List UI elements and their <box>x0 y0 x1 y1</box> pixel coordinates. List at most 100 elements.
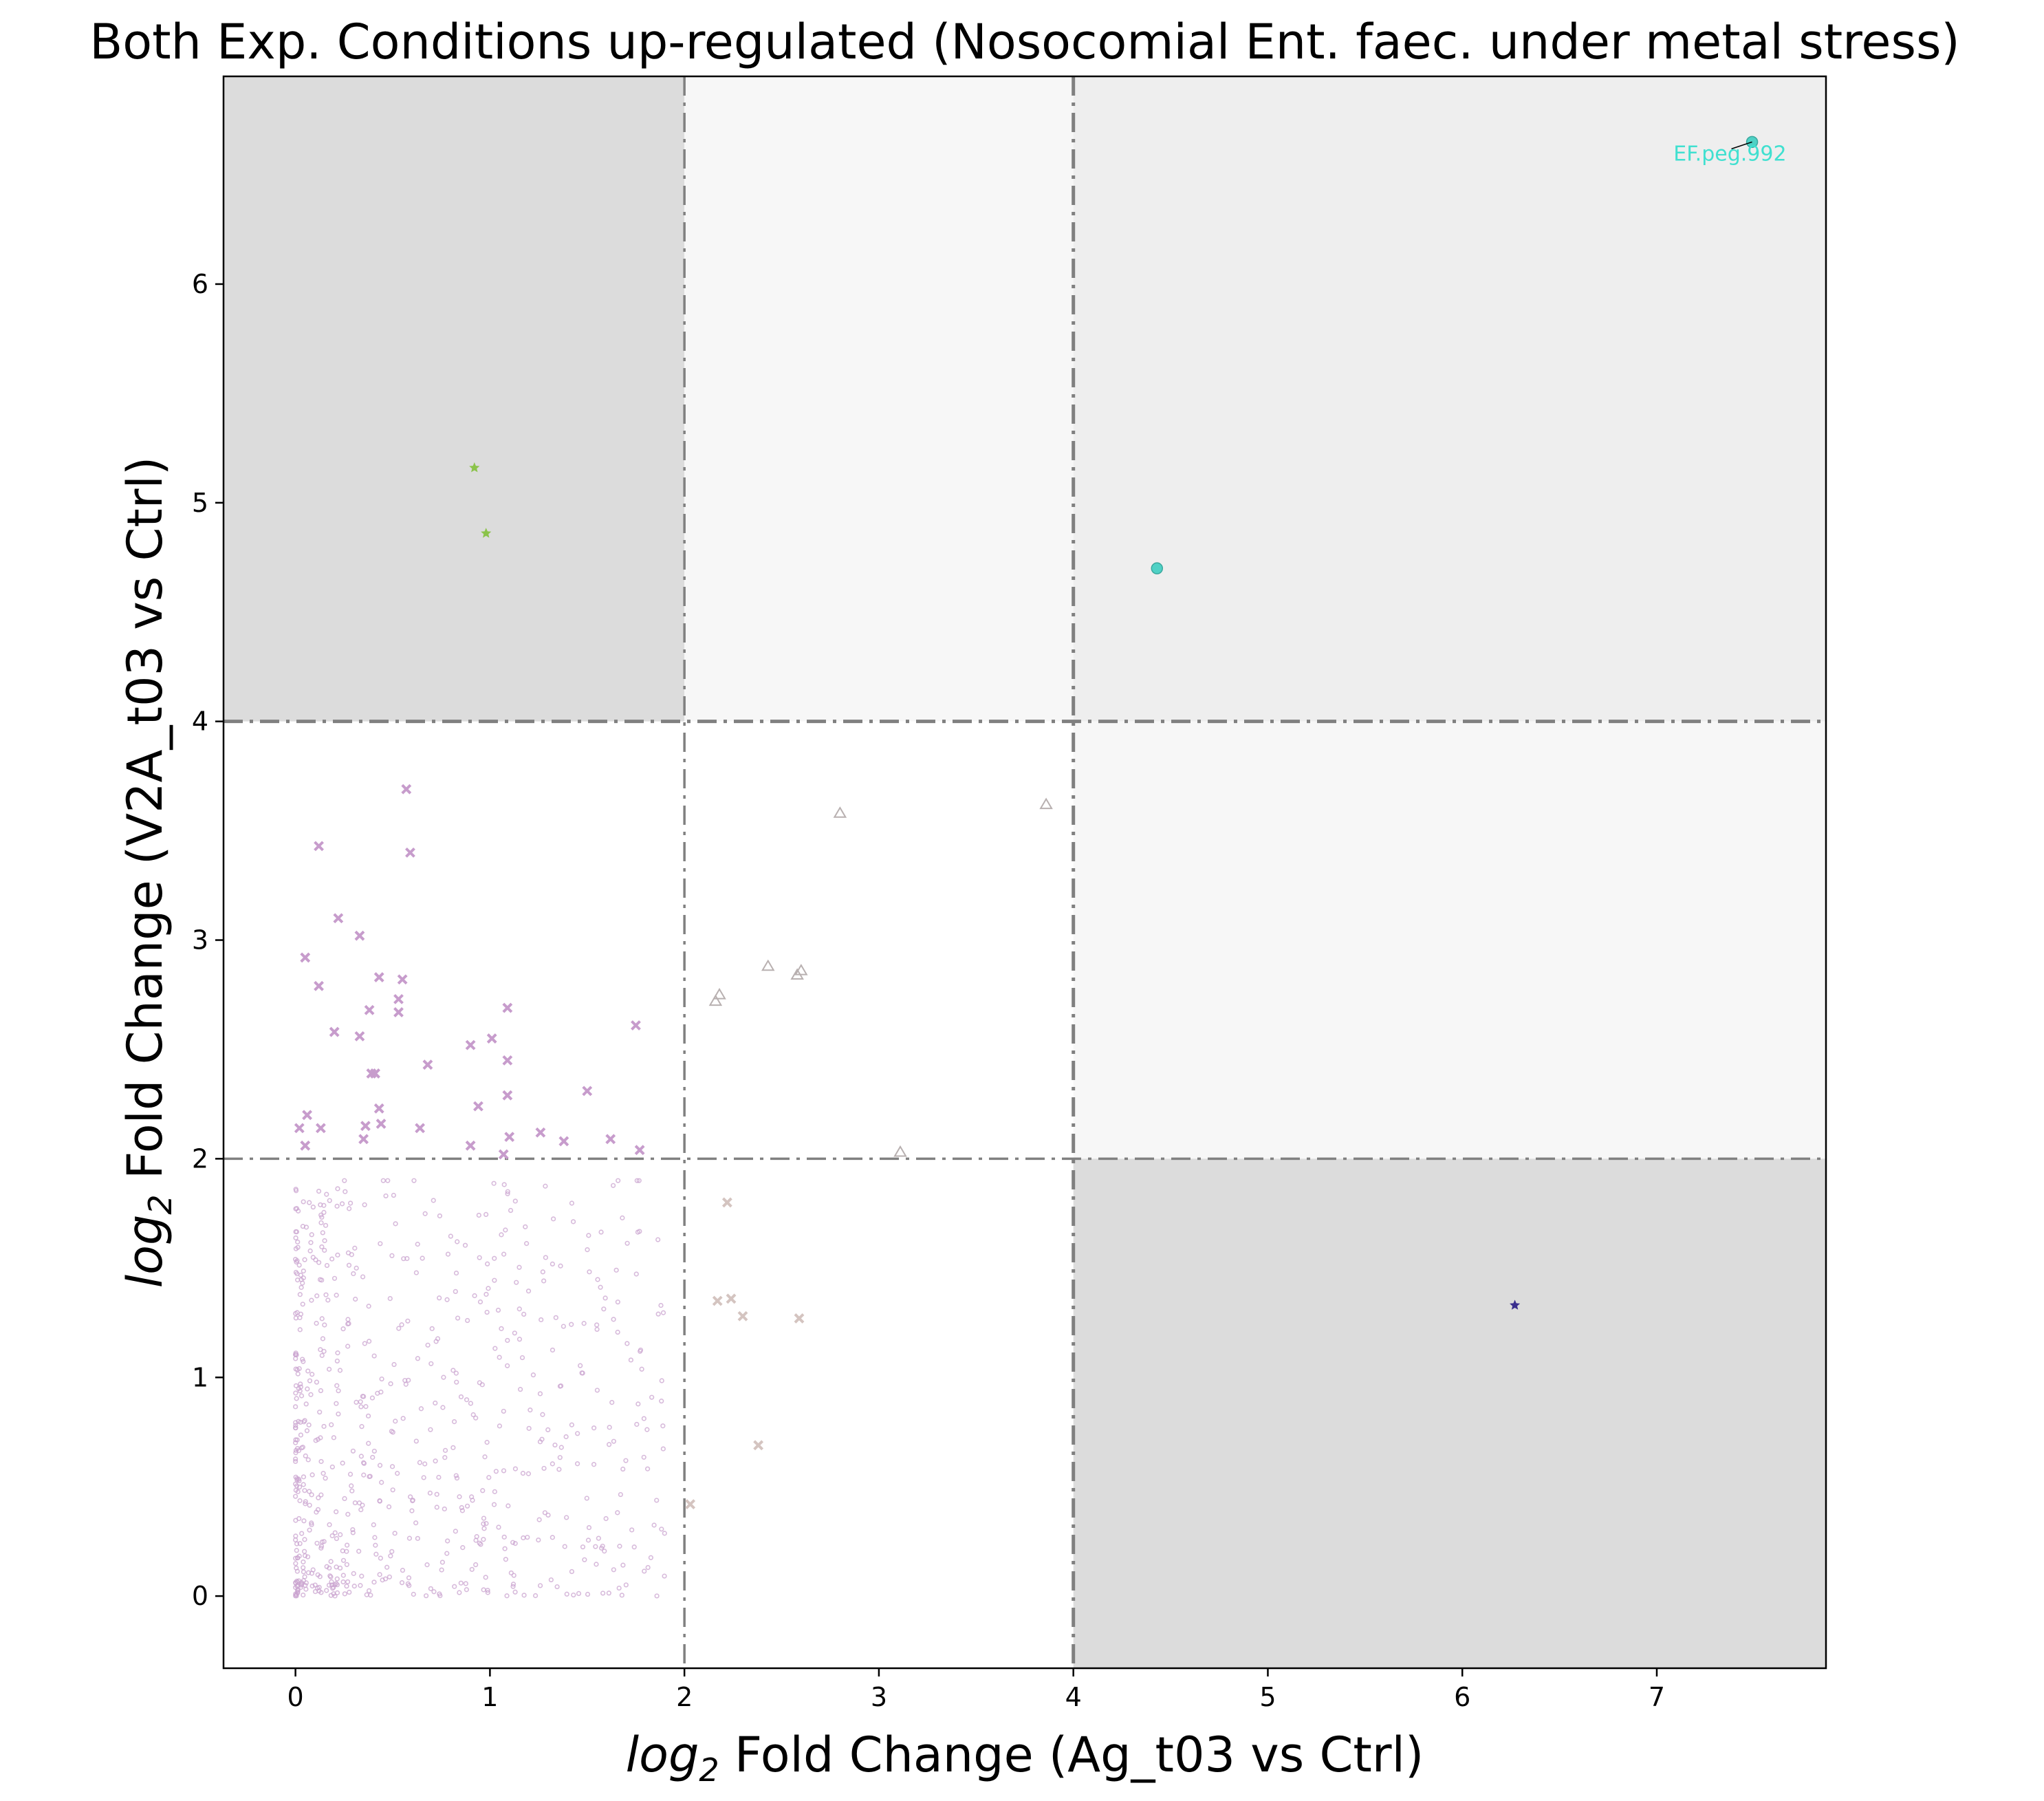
point-s0-0 <box>401 784 412 795</box>
cloud-point <box>335 1252 340 1258</box>
cloud-point <box>342 1178 347 1183</box>
point-s5-0 <box>1510 1299 1521 1310</box>
cloud-point <box>505 1503 511 1509</box>
cloud-point <box>297 1541 303 1546</box>
cloud-point <box>298 1432 303 1438</box>
cloud-point <box>303 1225 309 1230</box>
cloud-point <box>361 1472 367 1478</box>
cloud-point <box>550 1347 556 1353</box>
cloud-point <box>541 1278 547 1284</box>
cloud-point <box>295 1239 301 1244</box>
cloud-point <box>620 1562 626 1568</box>
point-s2-5 <box>753 1440 764 1451</box>
background-point-cloud <box>293 1178 667 1599</box>
cloud-point <box>334 1564 339 1570</box>
cloud-point <box>307 1502 312 1508</box>
cloud-point <box>470 1498 475 1503</box>
point-s1-0 <box>833 806 847 818</box>
cloud-point <box>338 1532 343 1538</box>
x-tick-label: 3 <box>871 1682 887 1712</box>
point-s2-2 <box>712 1295 723 1306</box>
cloud-point <box>329 1533 335 1539</box>
cloud-point <box>303 1499 308 1505</box>
cloud-point <box>372 1535 378 1540</box>
cloud-point <box>620 1466 626 1472</box>
point-s0-9 <box>393 993 404 1004</box>
cloud-point <box>310 1255 316 1260</box>
cloud-point <box>310 1205 316 1210</box>
cloud-point <box>511 1573 517 1578</box>
cloud-point <box>593 1544 598 1549</box>
cloud-point <box>334 1293 339 1298</box>
x-tick-label: 4 <box>1065 1682 1082 1712</box>
cloud-point <box>293 1187 298 1192</box>
cloud-point <box>293 1493 298 1499</box>
cloud-point <box>477 1299 483 1305</box>
cloud-point <box>301 1199 306 1205</box>
cloud-point <box>434 1491 439 1497</box>
point-s0-38 <box>465 1140 476 1151</box>
cloud-point <box>578 1363 583 1368</box>
point-s0-16 <box>486 1033 497 1044</box>
cloud-point <box>539 1317 544 1323</box>
cloud-point <box>385 1178 391 1183</box>
x-tick-label: 2 <box>676 1682 693 1712</box>
cloud-point <box>429 1326 435 1331</box>
point-s1-4 <box>790 968 804 980</box>
cloud-point <box>360 1460 367 1465</box>
cloud-point <box>317 1574 323 1579</box>
cloud-point <box>298 1393 305 1399</box>
cloud-point <box>492 1346 498 1351</box>
cloud-point <box>633 1271 639 1277</box>
cloud-point <box>422 1461 428 1467</box>
cloud-point <box>319 1316 325 1322</box>
cloud-point <box>314 1540 320 1546</box>
cloud-point <box>377 1572 382 1577</box>
cloud-point <box>337 1565 343 1571</box>
cloud-point <box>517 1306 522 1312</box>
point-s0-4 <box>354 930 365 941</box>
cloud-point <box>340 1326 346 1332</box>
cloud-point <box>586 1233 591 1238</box>
cloud-point <box>405 1581 411 1586</box>
cloud-point <box>305 1570 312 1575</box>
point-s0-7 <box>397 974 408 985</box>
cloud-point <box>505 1337 510 1344</box>
cloud-point <box>459 1508 466 1513</box>
quadrant-shade-2 <box>1073 76 1826 722</box>
cloud-point <box>298 1419 303 1425</box>
point-s0-6 <box>373 972 384 982</box>
cloud-point <box>296 1485 303 1490</box>
cloud-point <box>299 1531 305 1536</box>
cloud-point <box>362 1202 367 1207</box>
cloud-point <box>403 1381 409 1387</box>
cloud-point <box>302 1549 307 1554</box>
point-s1-7 <box>893 1145 907 1157</box>
cloud-point <box>298 1582 304 1588</box>
cloud-point <box>343 1189 348 1194</box>
cloud-point <box>659 1527 664 1532</box>
cloud-point <box>352 1500 358 1506</box>
point-s0-1 <box>314 841 324 852</box>
cloud-point <box>601 1306 607 1312</box>
cloud-point <box>400 1568 406 1573</box>
cloud-point <box>316 1495 321 1500</box>
cloud-point <box>296 1262 302 1268</box>
quadrant-shade-0 <box>224 76 685 722</box>
cloud-point <box>298 1284 304 1291</box>
cloud-point <box>321 1423 327 1430</box>
cloud-point <box>326 1582 332 1588</box>
cloud-point <box>557 1383 563 1389</box>
cloud-point <box>318 1458 324 1465</box>
cloud-point <box>294 1310 300 1315</box>
cloud-point <box>342 1496 347 1501</box>
cloud-point <box>360 1502 365 1508</box>
cloud-point <box>505 1363 510 1368</box>
cloud-point <box>340 1579 346 1585</box>
cloud-point <box>484 1309 490 1315</box>
cloud-point <box>651 1522 657 1528</box>
cloud-point <box>314 1293 320 1299</box>
cloud-point <box>501 1534 507 1540</box>
cloud-point <box>406 1575 412 1581</box>
cloud-point <box>611 1438 616 1444</box>
